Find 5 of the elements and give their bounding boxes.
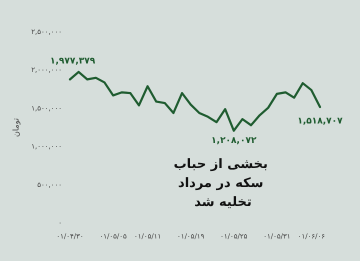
data-label: ۱,۵۱۸,۷۰۷ [297,116,344,126]
data-label: ۱,۹۷۷,۳۷۹ [50,56,96,66]
text: بخشی از حباب سکه در مرداد تخلیه شد [174,157,272,210]
data-label: ۱,۲۰۸,۰۷۲ [211,136,257,146]
y-axis-title: تومان [12,118,20,137]
